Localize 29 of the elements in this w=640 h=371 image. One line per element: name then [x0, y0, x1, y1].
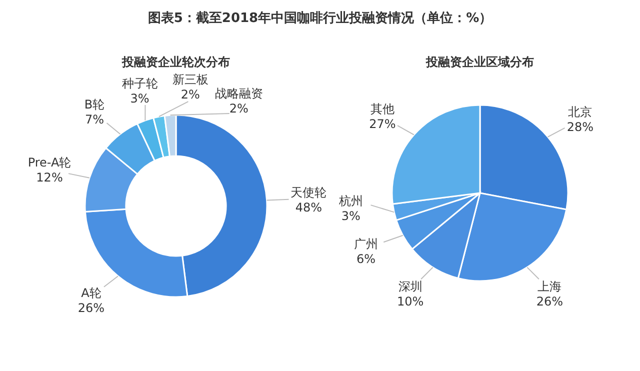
chart-title: 图表5：截至2018年中国咖啡行业投融资情况（单位：%） — [148, 10, 492, 26]
slice-label: Pre-A轮 — [28, 156, 72, 170]
data-label: 2% — [180, 88, 200, 102]
data-label: 3% — [341, 208, 360, 223]
data-label: 2% — [229, 101, 248, 116]
slice-label: 其他 — [370, 102, 394, 116]
data-label: 26% — [536, 294, 563, 309]
data-label: 6% — [356, 252, 376, 266]
slice-label: 深圳 — [398, 280, 422, 294]
slice-label: A轮 — [81, 286, 102, 300]
data-label: 10% — [397, 294, 424, 309]
slice-label: 种子轮 — [122, 76, 158, 91]
slice-label: 上海 — [538, 280, 562, 294]
slice-label: 新三板 — [172, 72, 208, 87]
slice-label: 天使轮 — [290, 185, 327, 200]
data-label: 7% — [84, 112, 104, 126]
data-label: 48% — [295, 200, 322, 214]
slice-label: B轮 — [84, 97, 105, 112]
chart-title: 投融资企业区域分布 — [425, 55, 534, 69]
data-label: 26% — [78, 301, 105, 316]
data-label: 12% — [36, 170, 63, 185]
slice-label: 北京 — [568, 104, 592, 119]
slice-label: 战略融资 — [214, 86, 263, 100]
data-label: 28% — [566, 120, 594, 134]
chart-subtitle: 投融资企业轮次分布 — [121, 55, 230, 69]
slice-label: 杭州 — [338, 194, 363, 208]
data-label: 3% — [130, 92, 150, 106]
slice-label: 广州 — [354, 236, 378, 251]
data-label: 27% — [369, 116, 396, 131]
